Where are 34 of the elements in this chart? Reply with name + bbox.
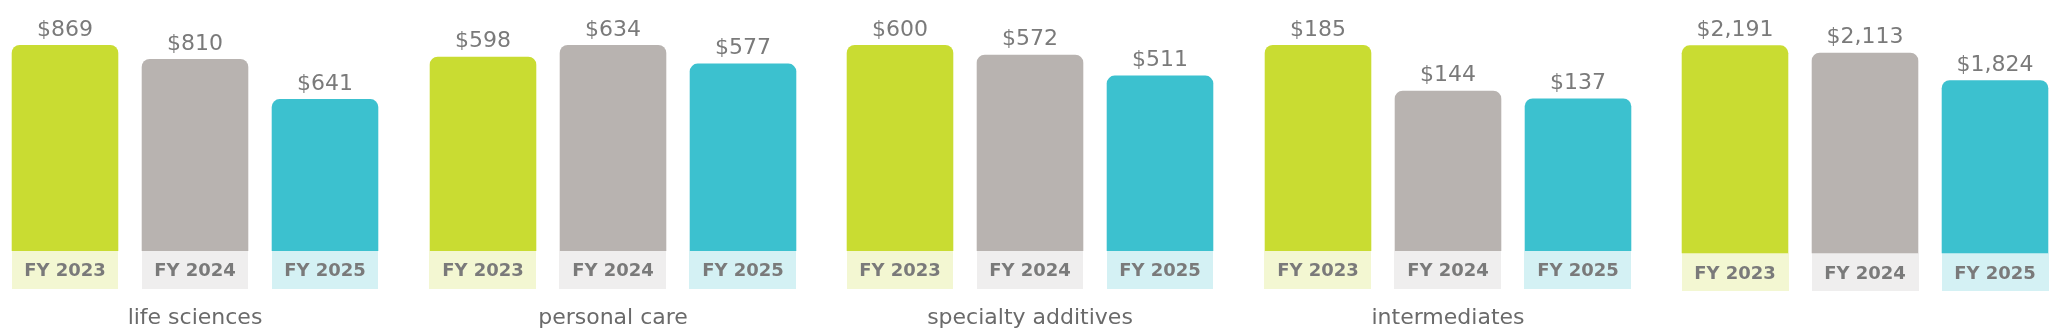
x-tick-label: FY 2024 bbox=[154, 259, 236, 281]
x-axis-title: intermediates bbox=[1371, 303, 1525, 329]
x-tick-label: FY 2025 bbox=[1954, 261, 2037, 283]
x-tick-label: FY 2025 bbox=[1119, 259, 1202, 281]
x-axis-title: personal care bbox=[537, 303, 688, 329]
x-tick-label: FY 2025 bbox=[284, 259, 366, 281]
data-label: $511 bbox=[1132, 46, 1189, 72]
data-label: $2,191 bbox=[1696, 16, 1774, 42]
x-tick-label: FY 2024 bbox=[1824, 261, 1907, 283]
data-label: $577 bbox=[714, 34, 771, 60]
data-label: $1,824 bbox=[1956, 50, 2034, 76]
data-label: $634 bbox=[584, 15, 641, 41]
x-tick-label: FY 2024 bbox=[571, 259, 654, 281]
data-label: $600 bbox=[872, 15, 929, 41]
x-axis-title: specialty additives bbox=[927, 303, 1134, 329]
data-label: $641 bbox=[297, 69, 353, 95]
x-tick-label: FY 2025 bbox=[1536, 259, 1619, 281]
x-tick-label: FY 2023 bbox=[1694, 261, 1777, 283]
data-label: $572 bbox=[1002, 25, 1059, 51]
x-tick-label: FY 2025 bbox=[701, 259, 784, 281]
x-tick-label: FY 2023 bbox=[24, 259, 106, 281]
x-tick-label: FY 2024 bbox=[1406, 259, 1489, 281]
data-label: $137 bbox=[1549, 69, 1606, 95]
x-tick-label: FY 2023 bbox=[1276, 259, 1359, 281]
data-label: $810 bbox=[167, 29, 223, 55]
x-tick-label: FY 2023 bbox=[859, 259, 942, 281]
data-label: $144 bbox=[1419, 61, 1476, 87]
x-tick-label: FY 2023 bbox=[441, 259, 524, 281]
data-label: $598 bbox=[454, 27, 511, 53]
x-axis-title: life sciences bbox=[127, 303, 263, 329]
data-label: $185 bbox=[1289, 15, 1346, 41]
data-label: $2,113 bbox=[1826, 23, 1904, 49]
data-label: $869 bbox=[37, 15, 93, 41]
x-tick-label: FY 2024 bbox=[989, 259, 1072, 281]
